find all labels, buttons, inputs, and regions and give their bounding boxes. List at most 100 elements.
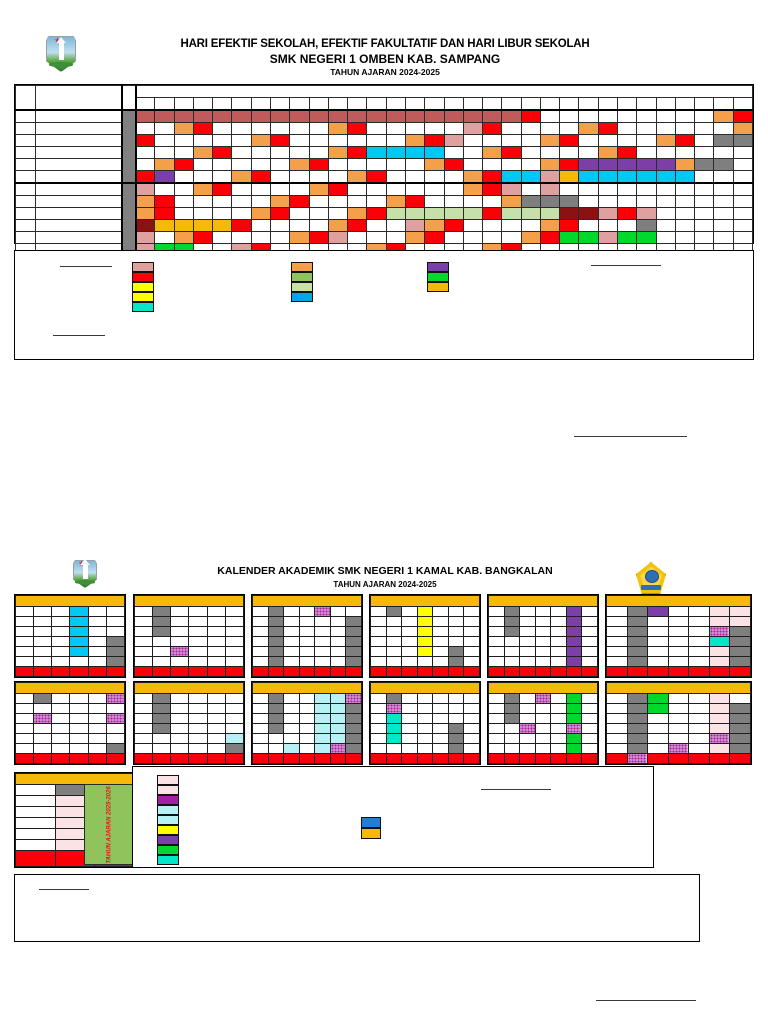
matrix-row[interactable] xyxy=(15,219,754,232)
month-grid[interactable] xyxy=(133,594,245,678)
month-week-row[interactable] xyxy=(488,723,598,734)
month-week-row[interactable] xyxy=(133,636,245,647)
legend-swatch-group-1[interactable] xyxy=(132,262,154,312)
month-week-row[interactable] xyxy=(488,656,598,667)
sheet2-legend-swatch-8[interactable] xyxy=(157,845,179,855)
month-week-row[interactable] xyxy=(370,703,480,714)
month-week-row[interactable] xyxy=(488,743,598,754)
sheet1-legend-box[interactable] xyxy=(14,250,754,360)
legend-swatch-3[interactable] xyxy=(291,282,313,292)
month-week-row[interactable] xyxy=(133,723,245,734)
month-grid[interactable] xyxy=(487,594,599,678)
matrix-row[interactable] xyxy=(15,109,754,184)
month-week-row[interactable] xyxy=(252,616,362,627)
notes-box[interactable] xyxy=(14,874,700,942)
month-week-row[interactable] xyxy=(370,713,480,724)
month-week-row[interactable] xyxy=(488,626,598,637)
month-week-row[interactable] xyxy=(133,646,245,657)
legend-swatch-2[interactable] xyxy=(427,272,449,282)
sheet2-legend-box[interactable] xyxy=(132,766,654,868)
month-week-row[interactable] xyxy=(488,713,598,724)
month-grid[interactable] xyxy=(14,681,126,765)
legend-swatch-group-2[interactable] xyxy=(291,262,313,302)
month-grid[interactable] xyxy=(487,681,599,765)
month-grid[interactable] xyxy=(605,594,752,678)
legend-swatch-group-3[interactable] xyxy=(427,262,449,292)
month-week-row[interactable] xyxy=(606,616,751,627)
month-week-row[interactable] xyxy=(370,743,480,754)
month-week-row[interactable] xyxy=(133,703,245,714)
month-week-row[interactable] xyxy=(14,713,126,724)
matrix-row[interactable] xyxy=(15,170,754,184)
month-week-row[interactable] xyxy=(370,616,480,627)
month-week-row[interactable] xyxy=(488,646,598,657)
month-week-row[interactable] xyxy=(252,693,362,704)
month-week-row[interactable] xyxy=(252,713,362,724)
month-week-row[interactable] xyxy=(606,703,751,714)
month-week-row[interactable] xyxy=(133,733,245,744)
month-grid[interactable] xyxy=(369,594,481,678)
month-week-row[interactable] xyxy=(606,713,751,724)
month-week-row[interactable] xyxy=(133,713,245,724)
month-week-row[interactable] xyxy=(14,743,126,754)
legend-swatch-pair[interactable] xyxy=(361,817,381,839)
month-week-row[interactable] xyxy=(488,636,598,647)
month-week-row[interactable] xyxy=(252,743,362,754)
month-week-row[interactable] xyxy=(488,733,598,744)
month-week-row[interactable] xyxy=(133,693,245,704)
month-week-row[interactable] xyxy=(14,636,126,647)
month-week-row[interactable] xyxy=(133,606,245,617)
effective-days-matrix[interactable]: TAHUN AJARAN 2025-2026 xyxy=(14,84,754,281)
matrix-row[interactable] xyxy=(15,195,754,208)
sheet2-legend-swatch-6[interactable] xyxy=(157,825,179,835)
month-week-row[interactable] xyxy=(14,616,126,627)
legend-swatch-column[interactable] xyxy=(157,775,179,865)
month-week-row[interactable] xyxy=(370,693,480,704)
matrix-row[interactable] xyxy=(15,134,754,147)
month-week-row[interactable] xyxy=(606,656,751,667)
legend-swatch-1[interactable] xyxy=(132,262,154,272)
matrix-row[interactable] xyxy=(15,231,754,244)
month-week-row[interactable] xyxy=(370,636,480,647)
legend-pair-swatch-2[interactable] xyxy=(361,828,381,839)
month-week-row[interactable] xyxy=(606,646,751,657)
matrix-row[interactable] xyxy=(15,158,754,171)
legend-pair-swatch-1[interactable] xyxy=(361,817,381,828)
month-week-row[interactable] xyxy=(252,646,362,657)
month-week-row[interactable] xyxy=(606,733,751,744)
legend-swatch-1[interactable] xyxy=(427,262,449,272)
month-grid[interactable] xyxy=(14,594,126,678)
month-week-row[interactable] xyxy=(488,693,598,704)
legend-swatch-1[interactable] xyxy=(291,262,313,272)
month-week-row[interactable] xyxy=(606,693,751,704)
sheet2-legend-swatch-1[interactable] xyxy=(157,775,179,785)
month-grid[interactable] xyxy=(251,681,363,765)
month-week-row[interactable] xyxy=(133,616,245,627)
matrix-row[interactable] xyxy=(15,122,754,135)
month-week-row[interactable] xyxy=(133,743,245,754)
month-week-row[interactable] xyxy=(370,646,480,657)
month-week-row[interactable] xyxy=(252,703,362,714)
month-week-row[interactable] xyxy=(606,636,751,647)
legend-swatch-4[interactable] xyxy=(132,292,154,302)
month-week-row[interactable] xyxy=(252,606,362,617)
month-week-row[interactable] xyxy=(252,626,362,637)
month-week-row[interactable] xyxy=(606,606,751,617)
matrix-row[interactable] xyxy=(15,182,754,269)
month-week-row[interactable] xyxy=(14,626,126,637)
month-week-row[interactable] xyxy=(133,656,245,667)
sheet2-legend-swatch-4[interactable] xyxy=(157,805,179,815)
month-week-row[interactable] xyxy=(14,703,126,714)
month-week-row[interactable] xyxy=(14,646,126,657)
matrix-row[interactable] xyxy=(15,146,754,159)
legend-swatch-3[interactable] xyxy=(427,282,449,292)
sheet2-legend-swatch-2[interactable] xyxy=(157,785,179,795)
month-week-row[interactable] xyxy=(252,636,362,647)
legend-swatch-4[interactable] xyxy=(291,292,313,302)
month-week-row[interactable] xyxy=(14,606,126,617)
month-week-row[interactable] xyxy=(370,606,480,617)
month-week-row[interactable] xyxy=(252,656,362,667)
month-grid[interactable] xyxy=(605,681,752,765)
month-week-row[interactable] xyxy=(14,693,126,704)
month-week-row[interactable] xyxy=(14,656,126,667)
